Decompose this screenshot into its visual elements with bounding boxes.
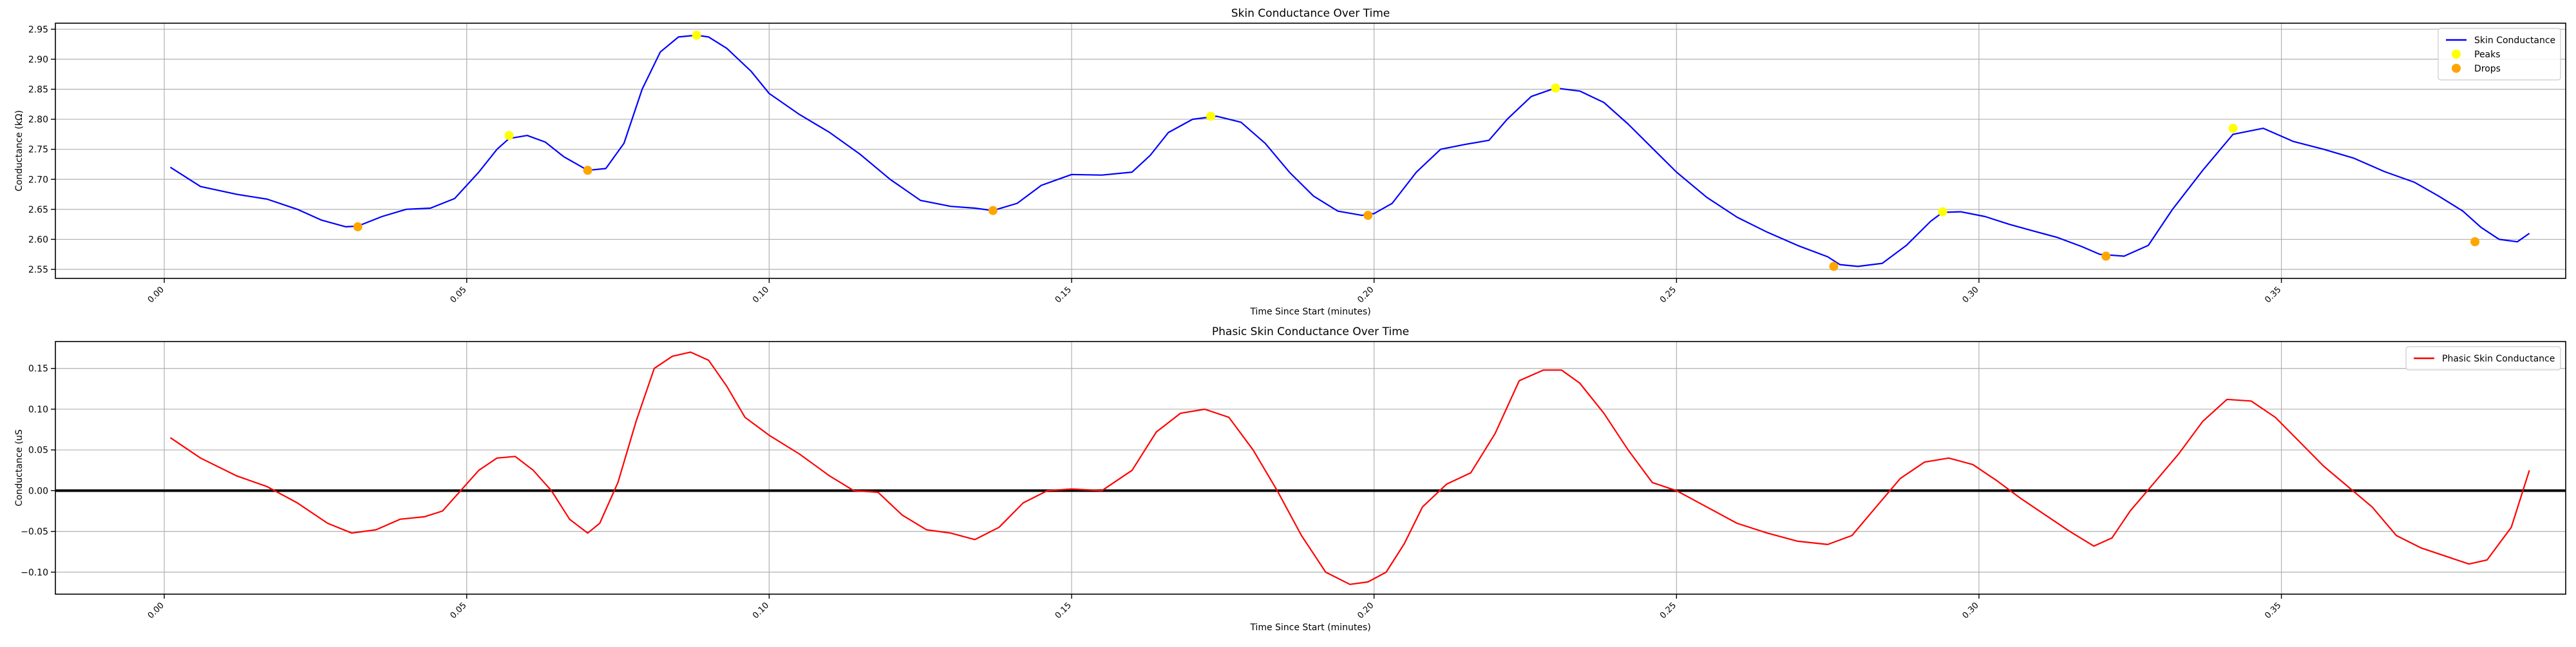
legend-box [2438, 28, 2561, 81]
x-axis-label: Time Since Start (minutes) [1249, 307, 1370, 317]
y-tick-label: 2.70 [28, 175, 48, 185]
legend-label: Drops [2474, 64, 2501, 74]
x-tick-label: 0.15 [1054, 285, 1074, 305]
legend-label: Skin Conductance [2474, 35, 2555, 46]
x-tick-label: 0.10 [751, 285, 771, 305]
drops-point [988, 206, 998, 215]
x-tick-label: 0.00 [146, 601, 166, 621]
y-tick-label: 2.90 [28, 55, 48, 65]
x-tick-label: 0.05 [448, 601, 468, 621]
legend-label: Peaks [2474, 50, 2501, 60]
y-tick-label: 2.80 [28, 115, 48, 125]
y-tick-label: 2.60 [28, 235, 48, 245]
x-tick-label: 0.25 [1658, 601, 1678, 621]
legend: Skin Conductance Peaks Drops [2438, 28, 2561, 81]
y-tick-label: 0.10 [28, 405, 48, 415]
x-tick-label: 0.20 [1356, 601, 1376, 621]
peaks-point [1551, 83, 1560, 93]
y-axis-label: Conductance (kΩ) [14, 110, 24, 191]
series-line-0 [169, 34, 2530, 267]
peaks-point [1938, 207, 1947, 217]
legend-box [2405, 346, 2561, 371]
x-tick-label: 0.05 [448, 285, 468, 305]
x-tick-label: 0.10 [751, 601, 771, 621]
y-tick-label: 2.95 [28, 24, 48, 35]
y-tick-label: −0.10 [21, 568, 48, 578]
drops-point [2101, 251, 2111, 261]
y-tick-label: 2.75 [28, 145, 48, 155]
chart-title: Phasic Skin Conductance Over Time [1212, 325, 1409, 338]
legend-label: Phasic Skin Conductance [2442, 354, 2555, 364]
drops-point [1363, 211, 1373, 220]
y-axis-label: Conductance (uS [14, 429, 24, 507]
peaks-point [2228, 124, 2238, 133]
y-tick-label: 2.65 [28, 205, 48, 215]
drops-point [1829, 262, 1839, 271]
x-axis-label: Time Since Start (minutes) [1249, 623, 1370, 633]
chart-top: Skin Conductance Peaks Drops [51, 23, 2566, 283]
x-tick-label: 0.30 [1961, 285, 1981, 305]
legend-dot-marker [2452, 50, 2461, 59]
x-tick-label: 0.25 [1658, 285, 1678, 305]
y-tick-label: 0.00 [28, 486, 48, 496]
x-tick-label: 0.35 [2263, 601, 2283, 621]
chart-bottom: Phasic Skin Conductance [51, 341, 2566, 599]
legend-dot-marker [2452, 64, 2461, 73]
y-tick-label: 2.55 [28, 265, 48, 275]
legend: Phasic Skin Conductance [2405, 346, 2561, 371]
y-tick-label: 0.05 [28, 445, 48, 456]
plot-frame [55, 341, 2566, 595]
peaks-point [504, 131, 514, 140]
chart-title: Skin Conductance Over Time [1231, 7, 1390, 20]
y-tick-label: −0.05 [21, 527, 48, 537]
x-tick-label: 0.20 [1356, 285, 1376, 305]
x-tick-label: 0.30 [1961, 601, 1981, 621]
peaks-point [1206, 111, 1216, 121]
y-tick-label: 0.15 [28, 364, 48, 374]
y-tick-label: 2.85 [28, 84, 48, 95]
drops-point [583, 166, 592, 175]
drops-point [353, 222, 363, 231]
x-tick-label: 0.15 [1054, 601, 1074, 621]
plot-frame [55, 23, 2566, 279]
drops-point [2470, 237, 2480, 247]
series-line-0 [169, 351, 2530, 585]
x-tick-label: 0.35 [2263, 285, 2283, 305]
x-tick-label: 0.00 [146, 285, 166, 305]
peaks-point [692, 30, 701, 40]
